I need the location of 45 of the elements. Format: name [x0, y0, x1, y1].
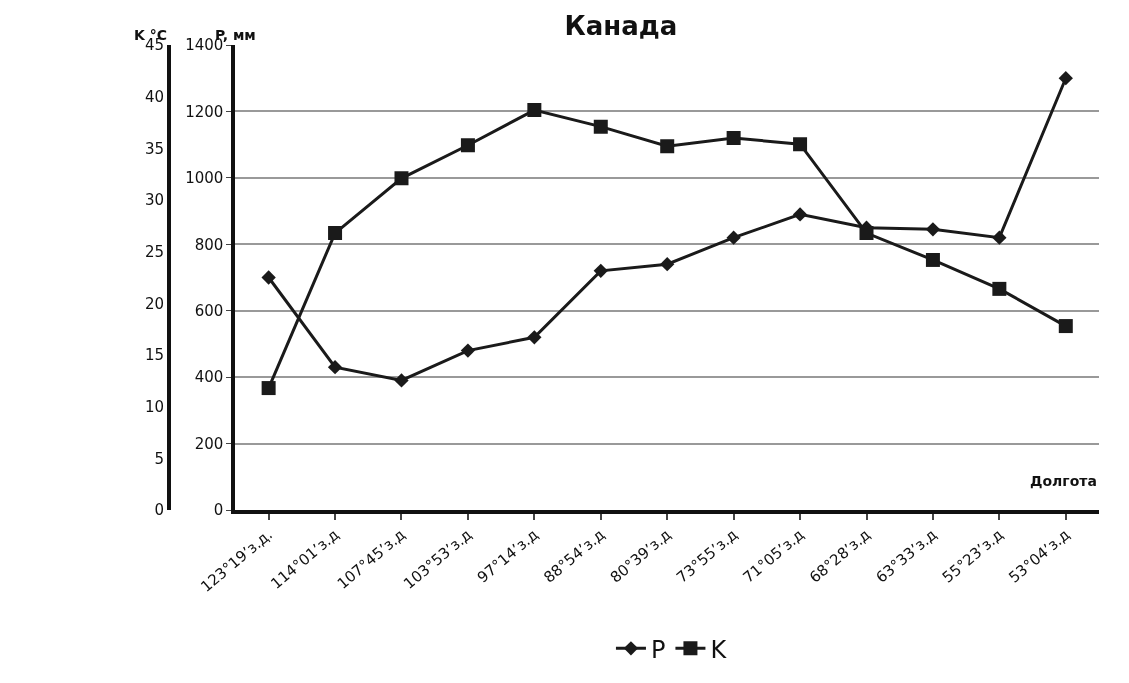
point [527, 103, 542, 118]
y-tick-label: 800 [194, 235, 224, 254]
point [394, 171, 409, 186]
y2-tick-label: 40 [144, 87, 164, 106]
point [992, 230, 1007, 245]
point [992, 281, 1007, 296]
point [460, 343, 476, 358]
point [925, 222, 941, 237]
x-axis-title: Долгота [1030, 473, 1097, 489]
point [1058, 319, 1073, 334]
point [593, 119, 608, 134]
point [394, 373, 409, 388]
y2-tick-label: 20 [144, 294, 164, 313]
point [793, 137, 808, 152]
point [261, 270, 276, 285]
y-tick-label: 200 [194, 434, 224, 453]
y-tick-label: 600 [194, 301, 224, 320]
y-tick-label: 1200 [185, 102, 224, 121]
point [327, 360, 343, 375]
legend-label: P [650, 635, 666, 664]
point [660, 257, 675, 272]
y2-tick-label: 35 [144, 139, 164, 158]
legend-label: K [710, 635, 728, 664]
y-tick-label: 400 [194, 368, 224, 387]
y2-tick-label: 0 [154, 501, 164, 520]
point [726, 131, 741, 145]
point [527, 330, 542, 345]
y2-tick-label: 15 [144, 346, 164, 365]
point [261, 381, 276, 396]
point [593, 263, 608, 279]
point [460, 138, 475, 153]
y-tick-label: 0 [213, 501, 224, 520]
y2-tick-label: 25 [144, 242, 164, 261]
y-tick-label: 1000 [185, 169, 224, 188]
y2-tick-label: 5 [154, 449, 164, 468]
chart-title: Канада [564, 11, 678, 42]
point [792, 207, 808, 222]
point [925, 252, 940, 267]
point [660, 139, 675, 154]
point [328, 226, 343, 241]
point [859, 226, 874, 241]
y2-tick-label: 30 [144, 191, 164, 210]
point [726, 230, 741, 245]
y2-tick-label: 10 [144, 397, 164, 416]
point [1058, 71, 1073, 86]
